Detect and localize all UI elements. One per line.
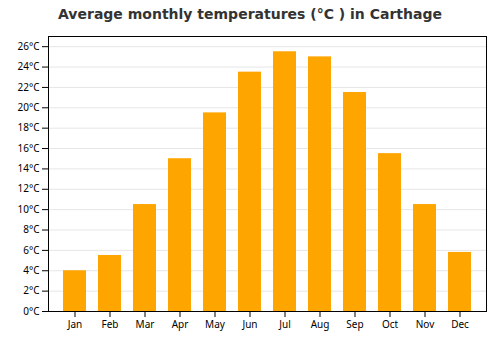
svg-text:Sep: Sep bbox=[346, 317, 363, 331]
svg-text:Apr: Apr bbox=[172, 317, 189, 331]
svg-text:Feb: Feb bbox=[102, 317, 119, 331]
svg-text:14°C: 14°C bbox=[17, 161, 40, 175]
html-text:Average monthly temperatures (: Average monthly temperatures (°C ) in Ca… bbox=[58, 6, 442, 22]
svg-text:10°C: 10°C bbox=[17, 202, 40, 216]
svg-text:8°C: 8°C bbox=[23, 222, 40, 236]
svg-text:0°C: 0°C bbox=[23, 304, 40, 318]
svg-text:26°C: 26°C bbox=[17, 39, 40, 53]
svg-text:20°C: 20°C bbox=[17, 100, 40, 114]
svg-text:Dec: Dec bbox=[451, 317, 469, 331]
svg-text:Jul: Jul bbox=[278, 317, 291, 331]
svg-text:22°C: 22°C bbox=[17, 80, 40, 94]
svg-text:Nov: Nov bbox=[416, 317, 435, 331]
svg-text:Mar: Mar bbox=[136, 317, 155, 331]
svg-text:6°C: 6°C bbox=[23, 243, 40, 257]
svg-text:4°C: 4°C bbox=[23, 263, 40, 277]
svg-text:2°C: 2°C bbox=[23, 283, 40, 297]
svg-text:Jan: Jan bbox=[67, 317, 83, 331]
svg-text:18°C: 18°C bbox=[17, 120, 40, 134]
svg-text:Jun: Jun bbox=[241, 317, 257, 331]
svg-text:Aug: Aug bbox=[311, 317, 330, 331]
svg-text:May: May bbox=[205, 317, 226, 331]
svg-text:Oct: Oct bbox=[382, 317, 399, 331]
svg-text:12°C: 12°C bbox=[17, 181, 40, 195]
svg-text:24°C: 24°C bbox=[17, 59, 40, 73]
svg-text:16°C: 16°C bbox=[17, 141, 40, 155]
